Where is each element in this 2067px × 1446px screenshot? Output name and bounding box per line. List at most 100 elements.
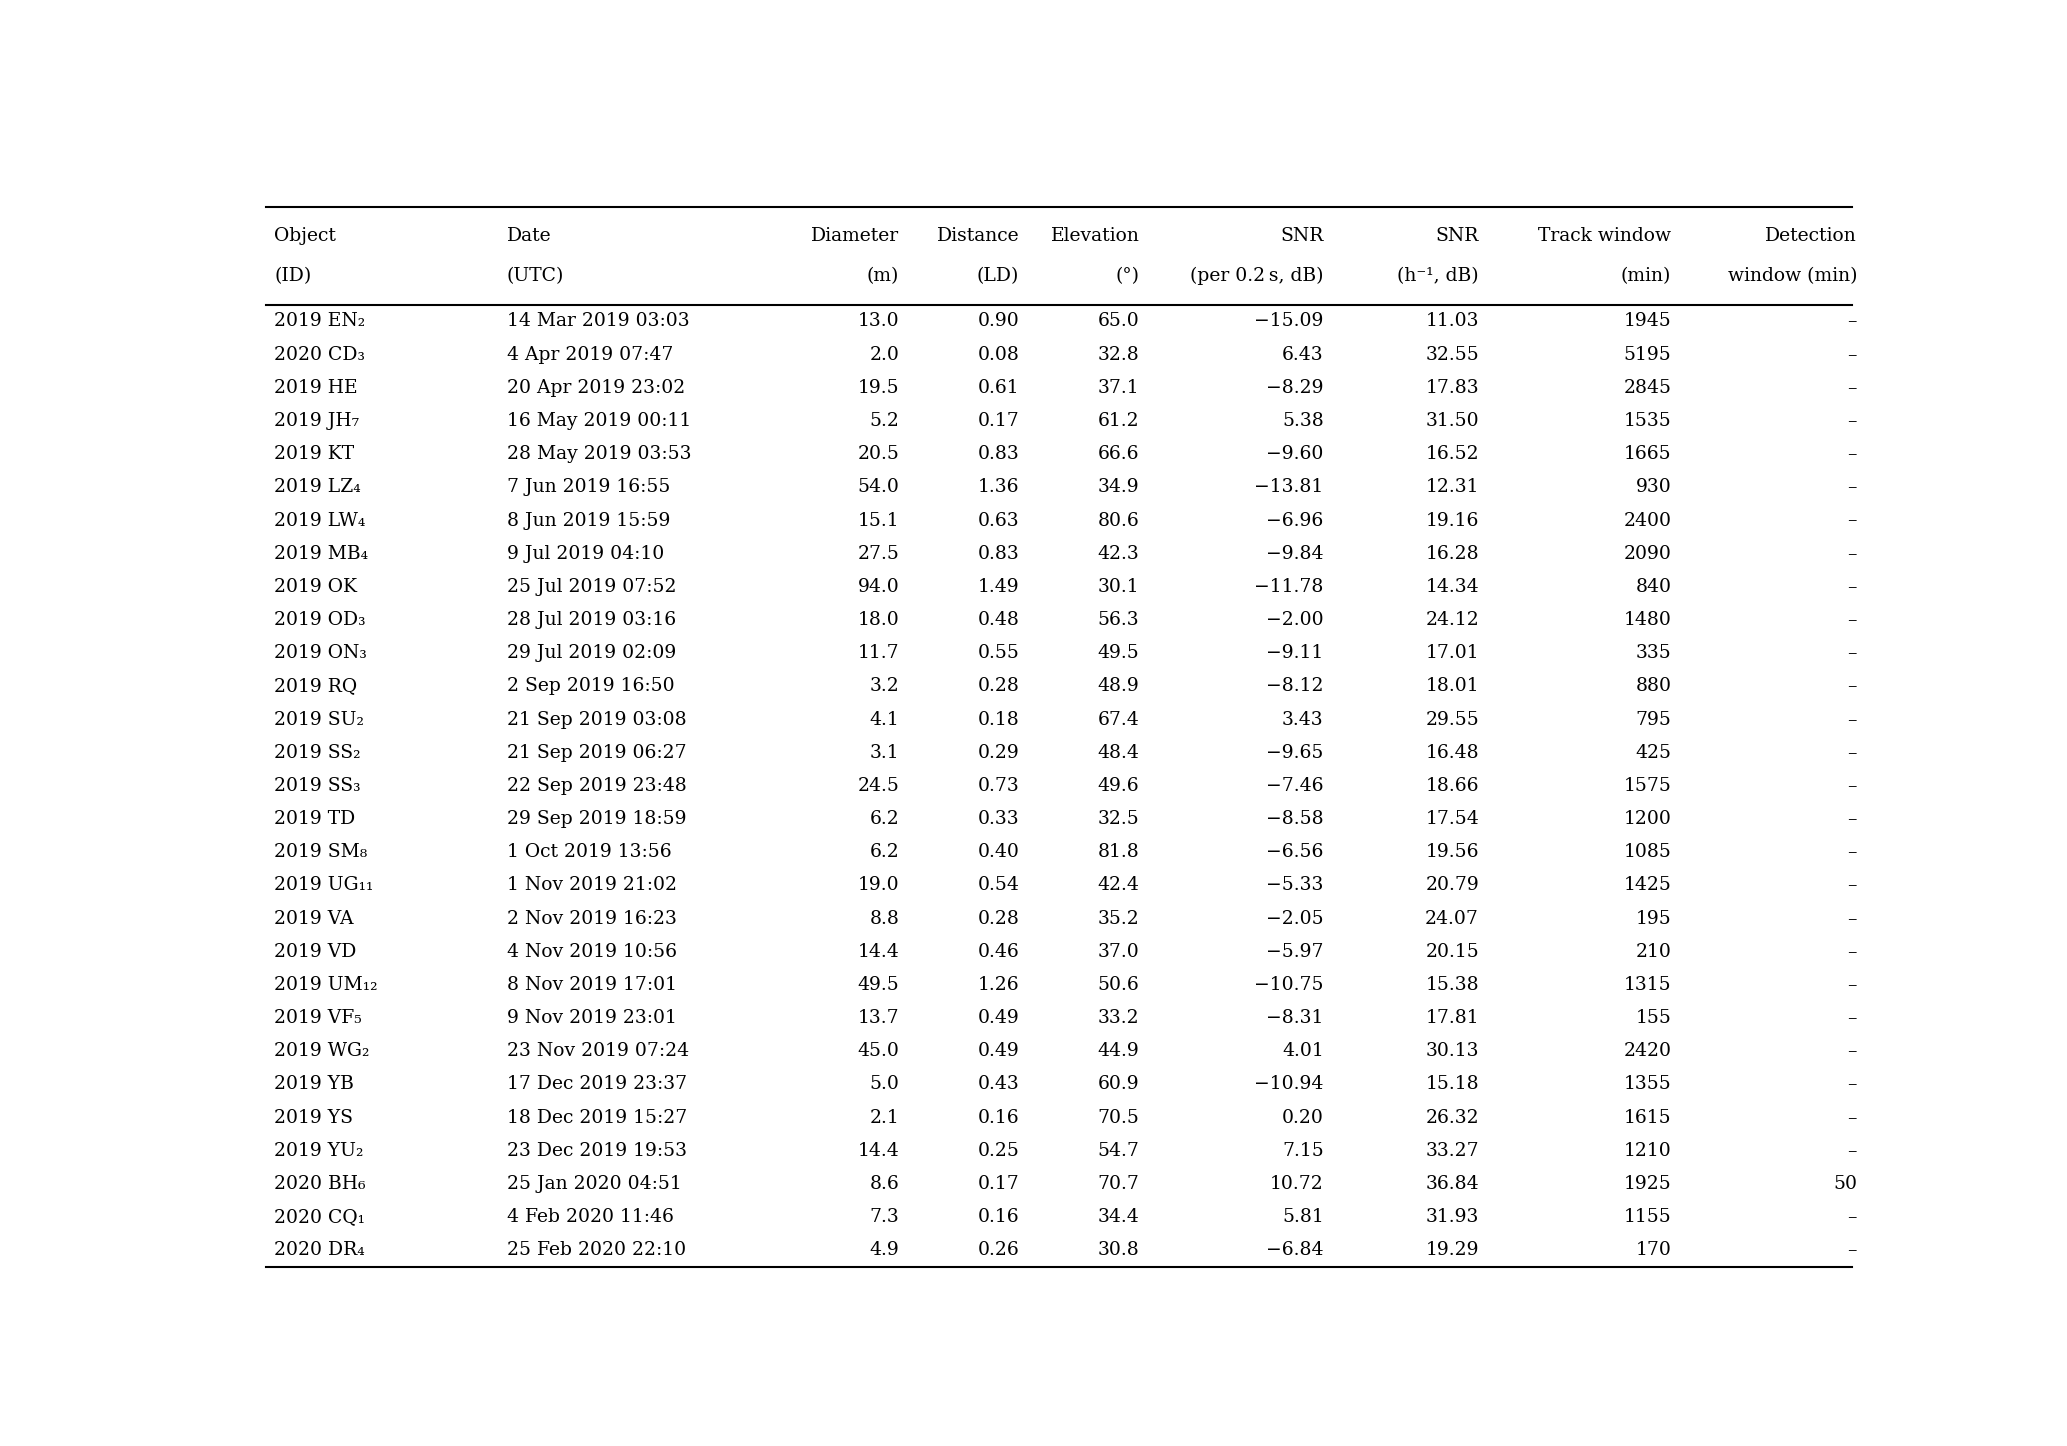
Text: –: – (1848, 545, 1856, 562)
Text: 8 Jun 2019 15:59: 8 Jun 2019 15:59 (506, 512, 670, 529)
Text: –: – (1848, 876, 1856, 895)
Text: 2420: 2420 (1623, 1043, 1672, 1060)
Text: 2019 JH₇: 2019 JH₇ (275, 412, 360, 429)
Text: 6.2: 6.2 (870, 843, 899, 862)
Text: 1.36: 1.36 (978, 479, 1019, 496)
Text: 16.28: 16.28 (1426, 545, 1480, 562)
Text: 0.48: 0.48 (978, 612, 1019, 629)
Text: 4 Apr 2019 07:47: 4 Apr 2019 07:47 (506, 346, 674, 363)
Text: 2.1: 2.1 (870, 1109, 899, 1126)
Text: 0.90: 0.90 (978, 312, 1019, 331)
Text: Date: Date (506, 227, 552, 244)
Text: –: – (1848, 1241, 1856, 1259)
Text: –: – (1848, 976, 1856, 993)
Text: 0.17: 0.17 (978, 412, 1019, 429)
Text: 18.01: 18.01 (1426, 677, 1480, 696)
Text: 17.54: 17.54 (1426, 810, 1480, 829)
Text: (LD): (LD) (978, 268, 1019, 285)
Text: 3.1: 3.1 (870, 743, 899, 762)
Text: −6.84: −6.84 (1267, 1241, 1323, 1259)
Text: 4.01: 4.01 (1282, 1043, 1323, 1060)
Text: 2019 LW₄: 2019 LW₄ (275, 512, 366, 529)
Text: 2020 CQ₁: 2020 CQ₁ (275, 1209, 366, 1226)
Text: 4.1: 4.1 (870, 710, 899, 729)
Text: 37.0: 37.0 (1098, 943, 1139, 960)
Text: 66.6: 66.6 (1098, 445, 1139, 463)
Text: 2019 OD₃: 2019 OD₃ (275, 612, 366, 629)
Text: −7.46: −7.46 (1267, 777, 1323, 795)
Text: 0.43: 0.43 (978, 1076, 1019, 1093)
Text: 30.8: 30.8 (1098, 1241, 1139, 1259)
Text: 0.40: 0.40 (978, 843, 1019, 862)
Text: 1200: 1200 (1623, 810, 1672, 829)
Text: 2019 EN₂: 2019 EN₂ (275, 312, 366, 331)
Text: 25 Feb 2020 22:10: 25 Feb 2020 22:10 (506, 1241, 686, 1259)
Text: 2019 MB₄: 2019 MB₄ (275, 545, 368, 562)
Text: 1535: 1535 (1623, 412, 1672, 429)
Text: 8.8: 8.8 (870, 910, 899, 927)
Text: 37.1: 37.1 (1098, 379, 1139, 396)
Text: 1665: 1665 (1625, 445, 1672, 463)
Text: 54.0: 54.0 (858, 479, 899, 496)
Text: 840: 840 (1635, 578, 1672, 596)
Text: 2019 ON₃: 2019 ON₃ (275, 645, 368, 662)
Text: 32.8: 32.8 (1098, 346, 1139, 363)
Text: 0.17: 0.17 (978, 1176, 1019, 1193)
Text: 13.0: 13.0 (858, 312, 899, 331)
Text: –: – (1848, 943, 1856, 960)
Text: 5.81: 5.81 (1282, 1209, 1323, 1226)
Text: 14.34: 14.34 (1426, 578, 1480, 596)
Text: 5.0: 5.0 (870, 1076, 899, 1093)
Text: −9.60: −9.60 (1267, 445, 1323, 463)
Text: 2019 WG₂: 2019 WG₂ (275, 1043, 370, 1060)
Text: 1.49: 1.49 (978, 578, 1019, 596)
Text: 5195: 5195 (1623, 346, 1672, 363)
Text: –: – (1848, 479, 1856, 496)
Text: 24.5: 24.5 (858, 777, 899, 795)
Text: 49.5: 49.5 (858, 976, 899, 993)
Text: 1 Oct 2019 13:56: 1 Oct 2019 13:56 (506, 843, 672, 862)
Text: 81.8: 81.8 (1098, 843, 1139, 862)
Text: −5.33: −5.33 (1267, 876, 1323, 895)
Text: (h⁻¹, dB): (h⁻¹, dB) (1397, 268, 1480, 285)
Text: 2 Sep 2019 16:50: 2 Sep 2019 16:50 (506, 677, 674, 696)
Text: –: – (1848, 677, 1856, 696)
Text: 33.2: 33.2 (1098, 1009, 1139, 1027)
Text: 54.7: 54.7 (1098, 1142, 1139, 1160)
Text: –: – (1848, 743, 1856, 762)
Text: 14 Mar 2019 03:03: 14 Mar 2019 03:03 (506, 312, 688, 331)
Text: 170: 170 (1635, 1241, 1672, 1259)
Text: 1575: 1575 (1623, 777, 1672, 795)
Text: 19.56: 19.56 (1426, 843, 1480, 862)
Text: –: – (1848, 645, 1856, 662)
Text: 2019 UG₁₁: 2019 UG₁₁ (275, 876, 374, 895)
Text: –: – (1848, 412, 1856, 429)
Text: 16.48: 16.48 (1426, 743, 1480, 762)
Text: 42.4: 42.4 (1098, 876, 1139, 895)
Text: 6.2: 6.2 (870, 810, 899, 829)
Text: 2019 SM₈: 2019 SM₈ (275, 843, 368, 862)
Text: 1 Nov 2019 21:02: 1 Nov 2019 21:02 (506, 876, 676, 895)
Text: 31.93: 31.93 (1426, 1209, 1480, 1226)
Text: 1085: 1085 (1623, 843, 1672, 862)
Text: 3.43: 3.43 (1282, 710, 1323, 729)
Text: 13.7: 13.7 (858, 1009, 899, 1027)
Text: 30.1: 30.1 (1098, 578, 1139, 596)
Text: 42.3: 42.3 (1098, 545, 1139, 562)
Text: 425: 425 (1635, 743, 1672, 762)
Text: –: – (1848, 1009, 1856, 1027)
Text: 4.9: 4.9 (870, 1241, 899, 1259)
Text: 2019 RQ: 2019 RQ (275, 677, 358, 696)
Text: 20.5: 20.5 (858, 445, 899, 463)
Text: 12.31: 12.31 (1426, 479, 1480, 496)
Text: −9.11: −9.11 (1267, 645, 1323, 662)
Text: −10.75: −10.75 (1255, 976, 1323, 993)
Text: 10.72: 10.72 (1269, 1176, 1323, 1193)
Text: 0.16: 0.16 (978, 1109, 1019, 1126)
Text: 2019 KT: 2019 KT (275, 445, 356, 463)
Text: 17 Dec 2019 23:37: 17 Dec 2019 23:37 (506, 1076, 686, 1093)
Text: −2.05: −2.05 (1265, 910, 1323, 927)
Text: 25 Jul 2019 07:52: 25 Jul 2019 07:52 (506, 578, 676, 596)
Text: 35.2: 35.2 (1098, 910, 1139, 927)
Text: 2019 UM₁₂: 2019 UM₁₂ (275, 976, 378, 993)
